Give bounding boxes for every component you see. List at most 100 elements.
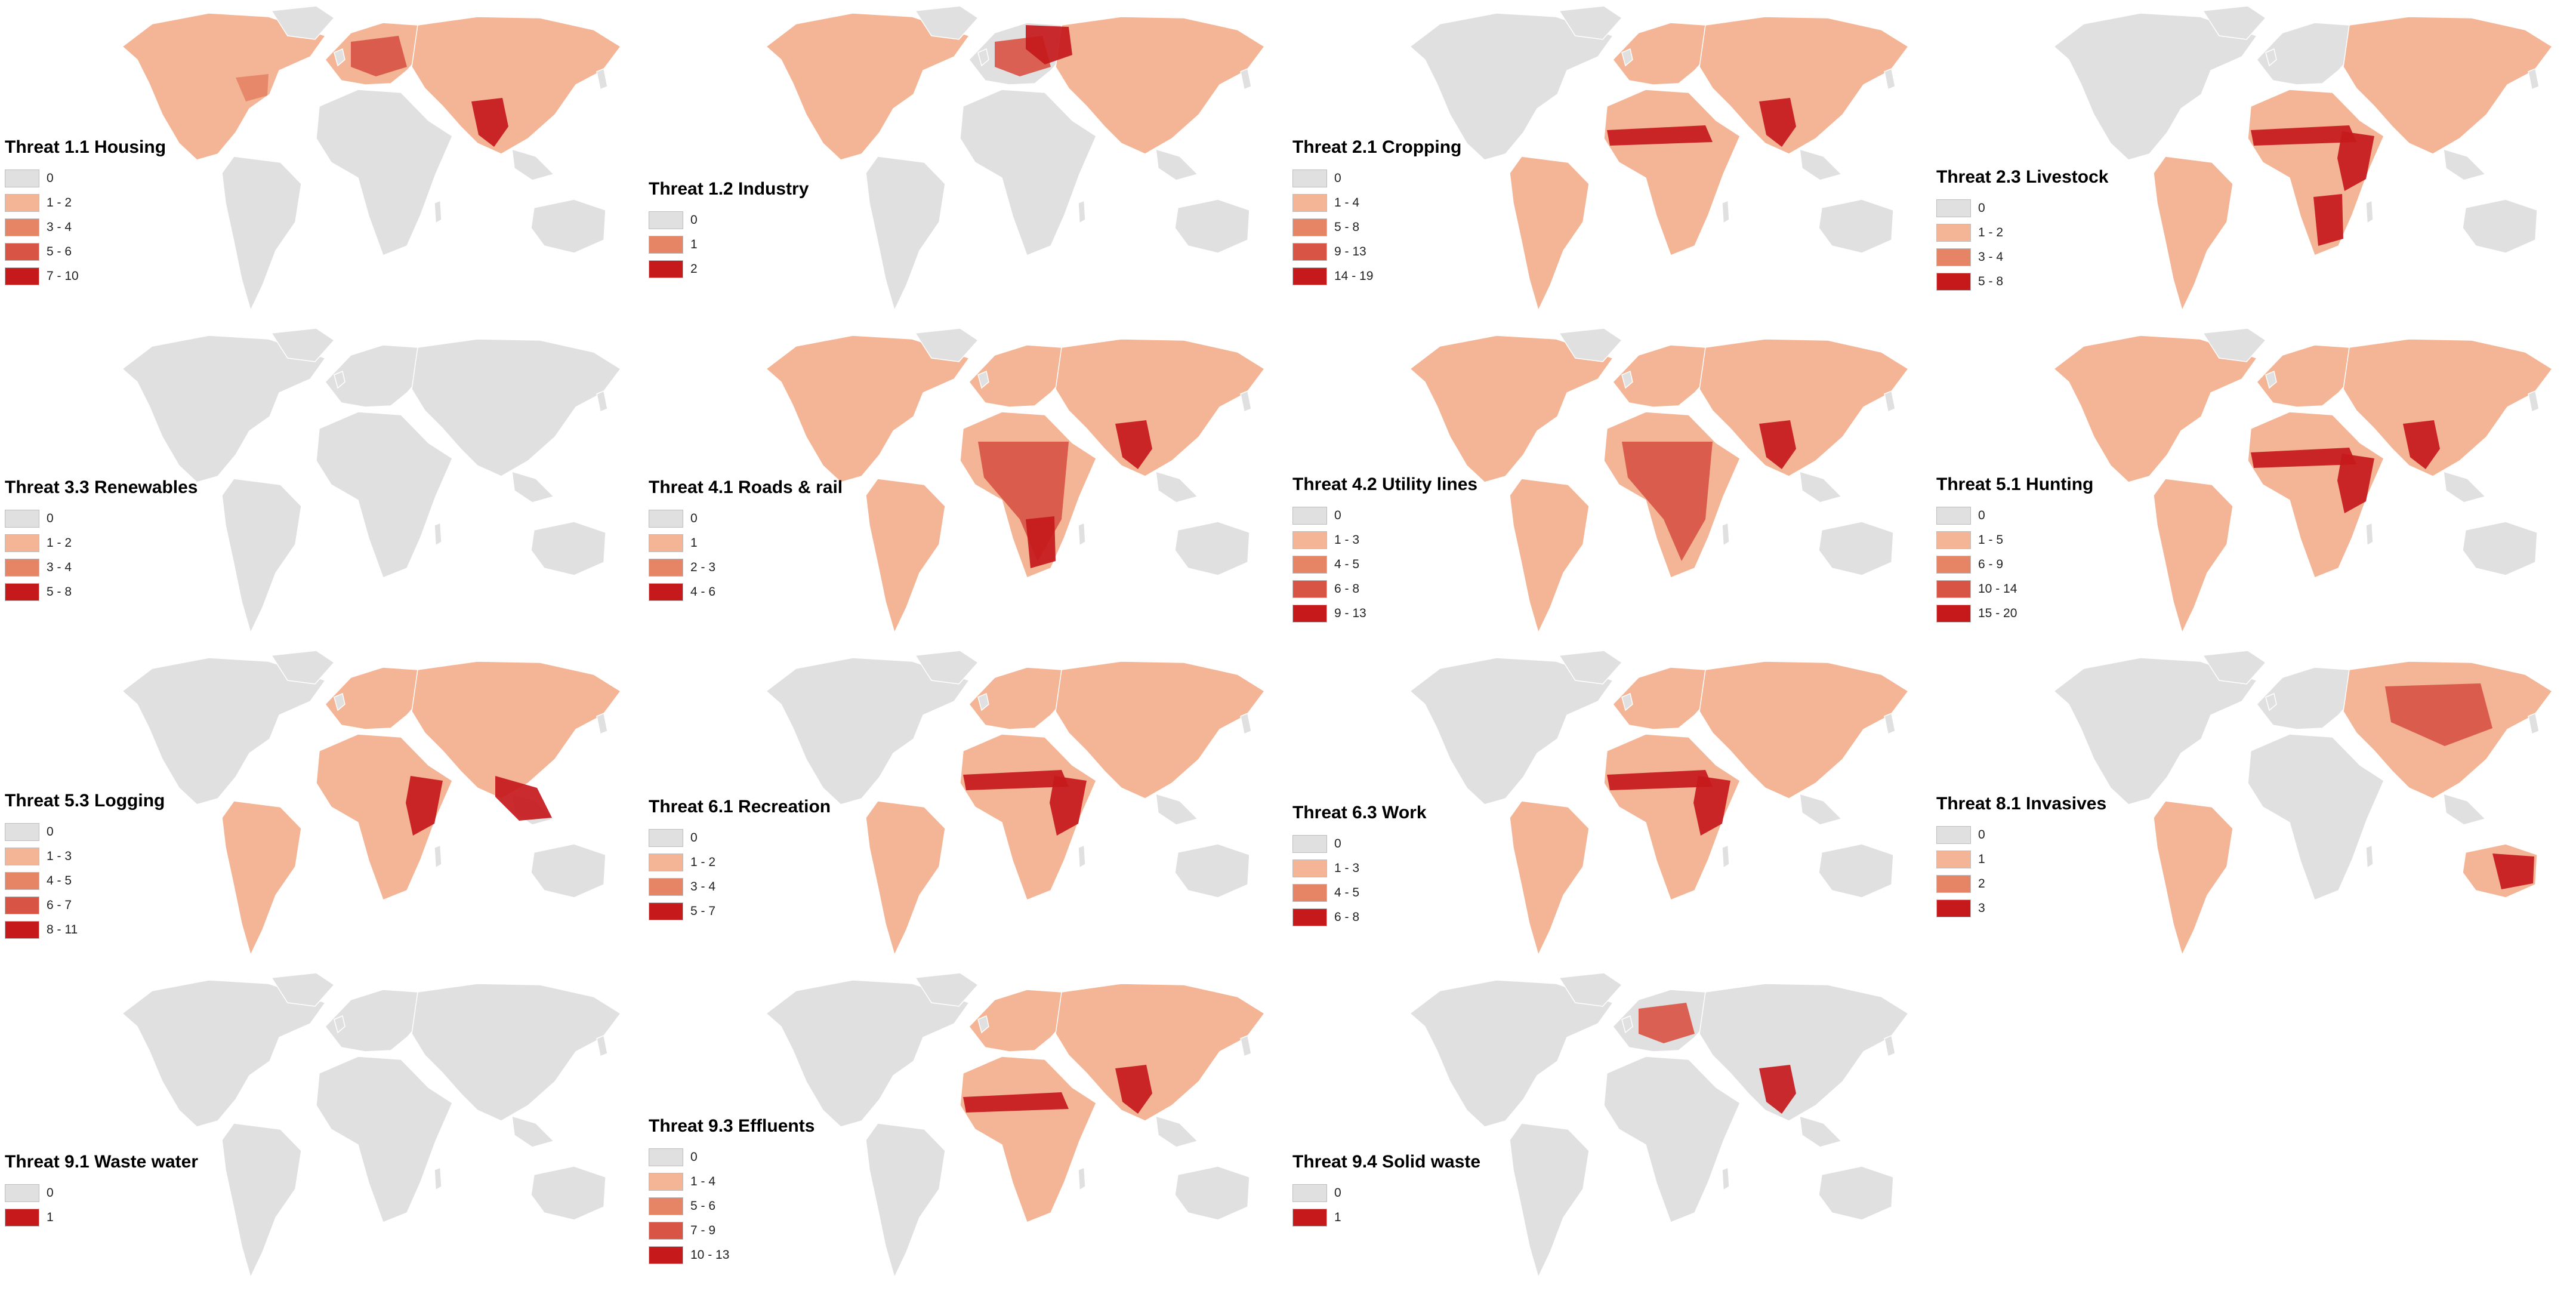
legend-item: 0	[1936, 822, 2106, 847]
legend-swatch	[5, 534, 39, 552]
legend-swatch	[1292, 604, 1327, 623]
continent-madagascar	[1722, 199, 1730, 224]
legend-label: 6 - 8	[1334, 910, 1360, 924]
hotspot-e-africa	[406, 776, 443, 836]
continent-japan	[1240, 67, 1252, 91]
legend-swatch	[649, 1221, 683, 1240]
continent-greenland	[914, 5, 979, 40]
legend-label: 0	[1978, 827, 1985, 842]
legend-swatch	[649, 853, 683, 871]
continent-madagascar	[434, 1166, 442, 1191]
continent-australia	[1174, 521, 1250, 576]
continent-japan	[596, 712, 608, 735]
legend-swatch	[649, 558, 683, 577]
legend-swatch	[5, 1184, 39, 1202]
legend-item: 1	[1936, 847, 2106, 871]
continent-australia	[530, 521, 606, 576]
panel-title: Threat 1.2 Industry	[649, 179, 809, 199]
continent-asia	[2343, 16, 2553, 155]
hotspot-s-asia	[2403, 420, 2440, 469]
continent-greenland	[2202, 328, 2267, 362]
panel-title: Threat 6.3 Work	[1292, 803, 1427, 822]
continent-australia	[2462, 521, 2538, 576]
continent-japan	[596, 390, 608, 413]
continent-uk	[2265, 692, 2277, 711]
hotspot-sahel	[2251, 448, 2356, 468]
continent-madagascar	[434, 844, 442, 869]
world-map	[1409, 650, 1909, 957]
map-panel: Threat 9.4 Solid waste 0 1	[1288, 967, 1932, 1289]
legend-label: 1 - 2	[47, 195, 72, 209]
legend-swatch	[1936, 248, 1971, 266]
legend-label: 5 - 6	[47, 244, 72, 258]
hotspot-s-africa	[1026, 516, 1056, 568]
legend-swatch	[1292, 555, 1327, 574]
continent-madagascar	[1722, 522, 1730, 547]
legend-swatch	[1292, 908, 1327, 926]
legend-label: 0	[1334, 1185, 1341, 1200]
legend-label: 9 - 13	[1334, 606, 1366, 620]
legend-item: 0	[1292, 1181, 1480, 1205]
legend-swatch	[1292, 193, 1327, 212]
map-legend: Threat 4.1 Roads & rail 0 1 2 - 3 4 - 6	[649, 477, 843, 604]
map-legend: Threat 9.1 Waste water 0 1	[5, 1152, 198, 1230]
world-map	[1409, 5, 1909, 312]
legend-item: 2	[649, 257, 809, 281]
continent-africa	[316, 1056, 453, 1223]
continent-uk	[1621, 692, 1633, 711]
legend-swatch	[1292, 242, 1327, 261]
legend-label: 6 - 9	[1978, 557, 2004, 571]
continent-uk	[334, 1015, 345, 1034]
legend-label: 0	[47, 1185, 54, 1200]
world-map	[765, 5, 1266, 312]
continent-asia	[1055, 338, 1266, 477]
map-legend: Threat 1.2 Industry 0 1 2	[649, 179, 809, 281]
map-panel: Threat 9.3 Effluents 0 1 - 4 5 - 6 7 - 9 10 -…	[644, 967, 1288, 1289]
map-legend: Threat 2.3 Livestock 0 1 - 2 3 - 4 5 - 8	[1936, 167, 2108, 294]
continent-se-asia	[2443, 148, 2486, 181]
legend-swatch	[1936, 604, 1971, 623]
map-panel: Threat 4.1 Roads & rail 0 1 2 - 3 4 - 6	[644, 322, 1288, 645]
legend-swatch	[1936, 850, 1971, 868]
legend-swatch	[649, 902, 683, 920]
continent-south-america	[1509, 1123, 1590, 1279]
legend-item: 2 - 3	[649, 555, 843, 580]
legend-label: 1 - 2	[47, 535, 72, 550]
legend-label: 8 - 11	[47, 922, 78, 936]
continent-greenland	[1558, 5, 1623, 40]
legend-label: 10 - 14	[1978, 581, 2017, 596]
continent-australia	[2462, 199, 2538, 254]
legend-swatch	[5, 920, 39, 939]
legend-item: 1	[649, 232, 809, 257]
map-legend: Threat 9.4 Solid waste 0 1	[1292, 1152, 1480, 1230]
legend-item: 1 - 3	[1292, 856, 1427, 880]
continent-se-asia	[1155, 470, 1199, 503]
legend-swatch	[5, 871, 39, 890]
legend-swatch	[1936, 899, 1971, 917]
continent-madagascar	[1078, 844, 1086, 869]
legend-swatch	[5, 583, 39, 601]
legend-label: 0	[47, 171, 54, 185]
continent-uk	[977, 370, 989, 389]
world-map	[765, 650, 1266, 957]
map-legend: Threat 9.3 Effluents 0 1 - 4 5 - 6 7 - 9 10 -…	[649, 1116, 815, 1267]
legend-item: 4 - 6	[649, 580, 843, 604]
legend-label: 9 - 13	[1334, 244, 1366, 258]
panel-title: Threat 8.1 Invasives	[1936, 794, 2107, 814]
hotspot-australia	[2492, 854, 2534, 889]
legend-item: 1 - 2	[1936, 220, 2108, 245]
continent-madagascar	[434, 522, 442, 547]
map-panel: Threat 5.1 Hunting 0 1 - 5 6 - 9 10 - 14 15 -…	[1932, 322, 2575, 645]
world-map	[121, 972, 622, 1279]
legend-label: 1 - 4	[1334, 195, 1360, 209]
continent-australia	[530, 843, 606, 898]
legend-item: 9 - 13	[1292, 601, 1477, 626]
hotspot-e-africa	[2337, 454, 2374, 513]
continent-japan	[1240, 390, 1252, 413]
legend-item: 0	[1292, 831, 1427, 856]
legend-swatch	[1936, 199, 1971, 217]
map-panel: Threat 3.3 Renewables 0 1 - 2 3 - 4 5 - 8	[0, 322, 644, 645]
legend-item: 0	[5, 1181, 198, 1205]
continent-south-america	[221, 1123, 302, 1279]
legend-swatch	[649, 235, 683, 254]
